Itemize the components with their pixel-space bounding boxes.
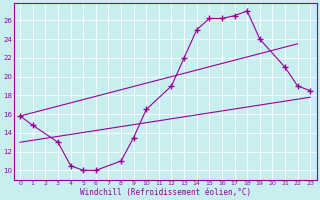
X-axis label: Windchill (Refroidissement éolien,°C): Windchill (Refroidissement éolien,°C) [80, 188, 251, 197]
